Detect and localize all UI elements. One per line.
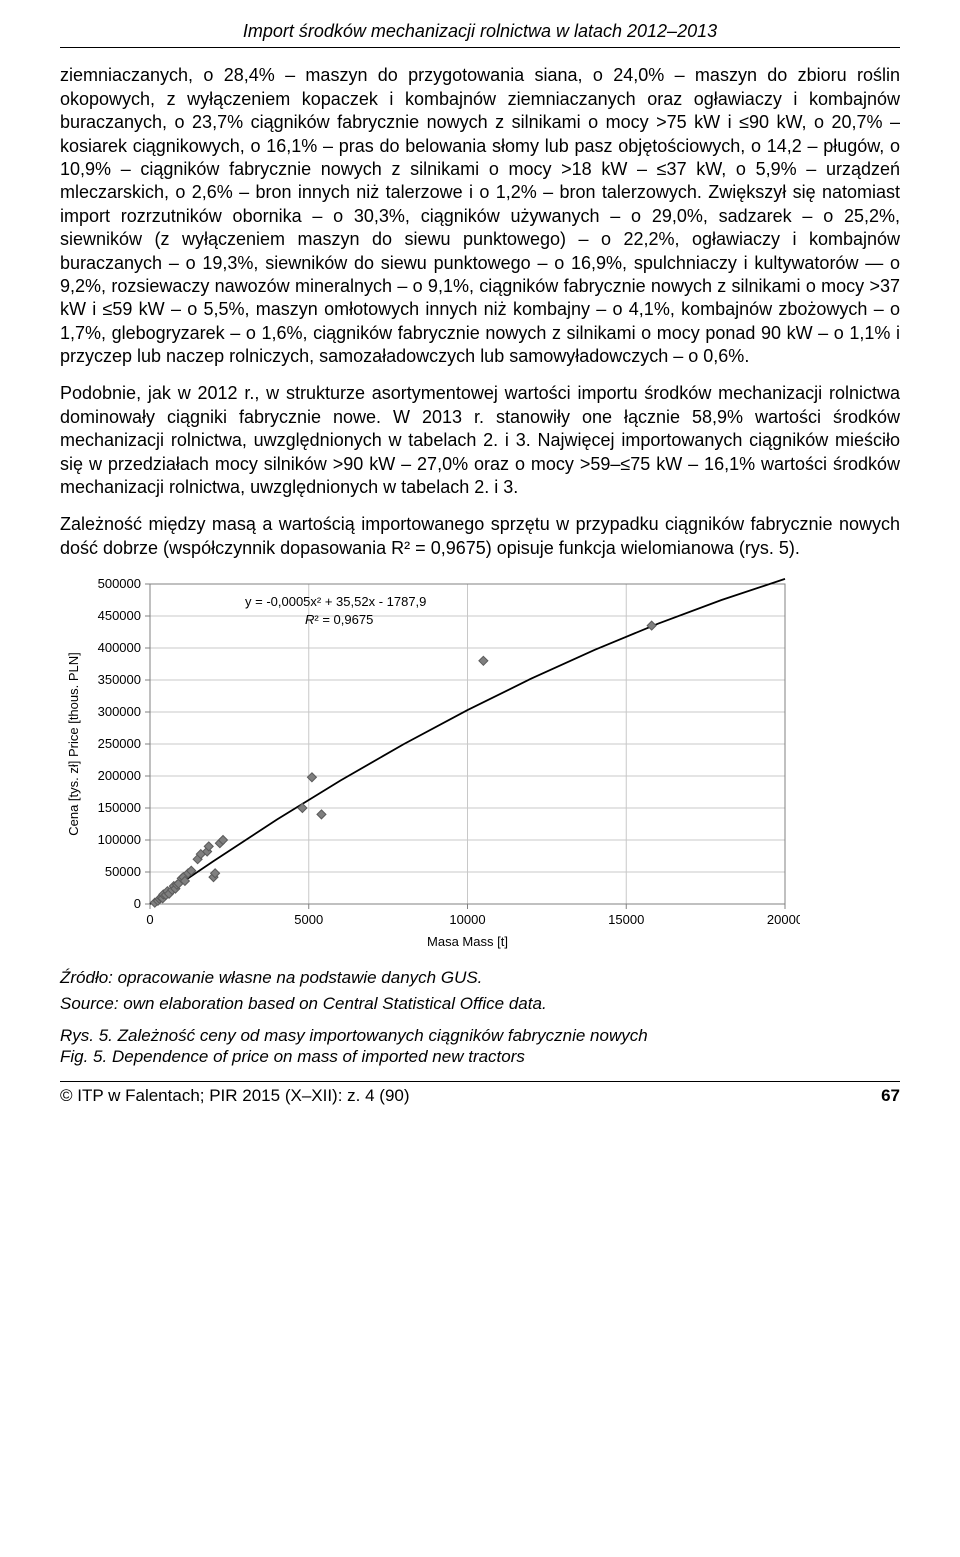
chart-source-en: Source: own elaboration based on Central… (60, 993, 900, 1015)
svg-text:5000: 5000 (294, 912, 323, 927)
chart-svg: 0500010000150002000005000010000015000020… (60, 574, 800, 954)
paragraph-2: Podobnie, jak w 2012 r., w strukturze as… (60, 382, 900, 499)
chart-caption-pl: Rys. 5. Zależność ceny od masy importowa… (60, 1025, 900, 1046)
svg-text:250000: 250000 (98, 736, 141, 751)
svg-text:500000: 500000 (98, 576, 141, 591)
svg-text:350000: 350000 (98, 672, 141, 687)
svg-text:50000: 50000 (105, 864, 141, 879)
svg-text:15000: 15000 (608, 912, 644, 927)
footer-left: © ITP w Falentach; PIR 2015 (X–XII): z. … (60, 1085, 410, 1107)
chart-caption-en: Fig. 5. Dependence of price on mass of i… (60, 1046, 900, 1067)
chart-caption: Rys. 5. Zależność ceny od masy importowa… (60, 1025, 900, 1068)
running-header: Import środków mechanizacji rolnictwa w … (60, 20, 900, 48)
svg-text:450000: 450000 (98, 608, 141, 623)
svg-text:Cena [tys. zł] Price [thous.: Cena [tys. zł] Price [thous. PLN] (66, 652, 81, 836)
svg-text:10000: 10000 (449, 912, 485, 927)
page-number: 67 (881, 1085, 900, 1107)
svg-text:300000: 300000 (98, 704, 141, 719)
svg-text:400000: 400000 (98, 640, 141, 655)
svg-text:20000: 20000 (767, 912, 800, 927)
svg-text:R² = 0,9675: R² = 0,9675 (305, 612, 373, 627)
page-footer: © ITP w Falentach; PIR 2015 (X–XII): z. … (60, 1081, 900, 1107)
svg-text:200000: 200000 (98, 768, 141, 783)
paragraph-3: Zależność między masą a wartością import… (60, 513, 900, 560)
svg-text:100000: 100000 (98, 832, 141, 847)
svg-text:0: 0 (146, 912, 153, 927)
svg-text:150000: 150000 (98, 800, 141, 815)
svg-text:0: 0 (134, 896, 141, 911)
svg-text:y = -0,0005x² + 35,52x - 1787,: y = -0,0005x² + 35,52x - 1787,9 (245, 594, 426, 609)
paragraph-1: ziemniaczanych, o 28,4% – maszyn do przy… (60, 64, 900, 368)
svg-text:Masa Mass [t]: Masa Mass [t] (427, 934, 508, 949)
chart-source-pl: Źródło: opracowanie własne na podstawie … (60, 967, 900, 989)
scatter-chart: 0500010000150002000005000010000015000020… (60, 574, 900, 960)
